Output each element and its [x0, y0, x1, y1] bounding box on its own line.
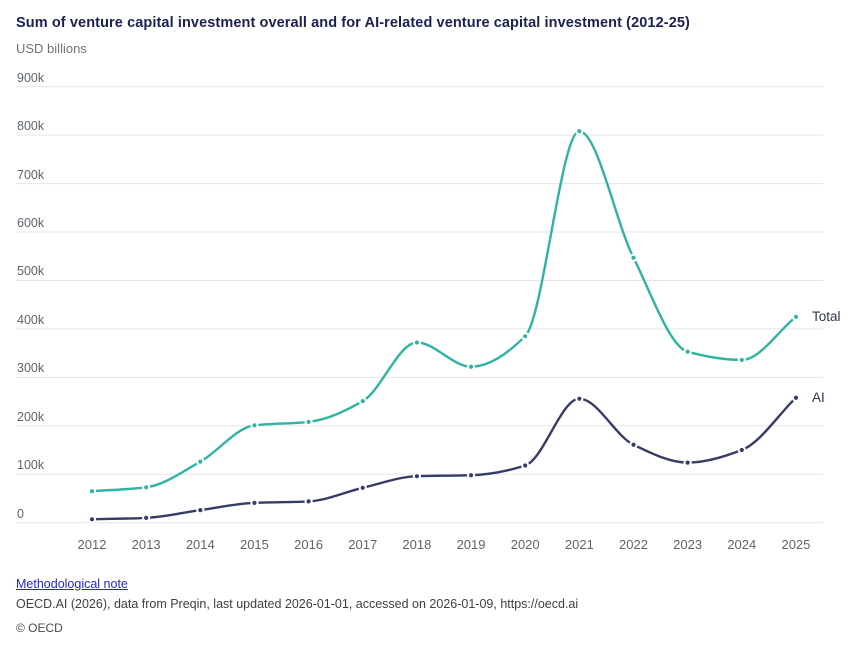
ai-marker-2017	[360, 485, 365, 490]
ai-marker-2012	[89, 517, 95, 522]
total-marker-2016	[306, 419, 311, 425]
ai-marker-2021	[577, 396, 582, 401]
y-tick-200k: 200k	[17, 409, 45, 424]
series-label-total: Total	[812, 309, 841, 325]
ai-marker-2024	[739, 447, 744, 453]
total-marker-2018	[414, 340, 419, 345]
ai-marker-2025	[793, 395, 799, 400]
ai-marker-2018	[414, 474, 419, 479]
series-label-ai: AI	[812, 390, 825, 406]
x-tick-2016: 2016	[294, 537, 324, 552]
ai-line	[90, 396, 798, 521]
total-marker-2024	[739, 357, 744, 363]
y-tick-300k: 300k	[17, 361, 45, 376]
y-tick-400k: 400k	[17, 312, 45, 327]
x-tick-2024: 2024	[727, 537, 757, 552]
ai-marker-2013	[144, 515, 149, 520]
ai-marker-2016	[306, 499, 311, 504]
total-marker-2021	[577, 129, 582, 134]
y-tick-700k: 700k	[17, 167, 45, 182]
chart-subtitle: USD billions	[16, 41, 87, 56]
x-tick-2020: 2020	[510, 537, 540, 552]
ai-marker-2022	[631, 442, 636, 447]
total-marker-2012	[89, 489, 95, 494]
x-tick-2015: 2015	[239, 537, 269, 552]
y-tick-100k: 100k	[17, 458, 45, 473]
y-tick-800k: 800k	[17, 119, 45, 134]
x-tick-2018: 2018	[402, 537, 432, 552]
ai-marker-2019	[468, 473, 474, 478]
total-marker-2017	[360, 399, 365, 404]
total-line	[90, 130, 798, 493]
total-marker-2013	[144, 485, 149, 490]
ai-marker-2023	[685, 460, 690, 465]
ai-marker-2020	[523, 463, 528, 468]
x-tick-2013: 2013	[131, 537, 161, 552]
x-tick-2022: 2022	[619, 537, 648, 552]
methodological-note-link[interactable]: Methodological note	[16, 577, 128, 591]
x-tick-2021: 2021	[564, 537, 594, 552]
y-tick-900k: 900k	[17, 70, 45, 85]
x-tick-2014: 2014	[185, 537, 215, 552]
x-tick-2023: 2023	[673, 537, 703, 552]
ai-marker-2015	[252, 500, 257, 505]
total-marker-2025	[793, 314, 799, 319]
total-marker-2019	[468, 364, 474, 369]
copyright-text: © OECD	[16, 621, 63, 635]
attribution-text: OECD.AI (2026), data from Preqin, last u…	[16, 597, 579, 611]
x-tick-2019: 2019	[456, 537, 486, 552]
total-marker-2020	[523, 334, 528, 339]
y-tick-600k: 600k	[17, 216, 45, 231]
y-tick-500k: 500k	[17, 264, 45, 279]
ai-marker-2014	[198, 508, 203, 513]
total-marker-2014	[198, 459, 203, 464]
total-marker-2022	[631, 255, 636, 260]
chart-title: Sum of venture capital investment overal…	[16, 15, 690, 31]
x-tick-2025: 2025	[781, 537, 811, 552]
x-tick-2017: 2017	[348, 537, 378, 552]
total-marker-2015	[252, 423, 257, 428]
x-tick-2012: 2012	[77, 537, 107, 552]
y-tick-0: 0	[17, 506, 24, 521]
total-marker-2023	[685, 349, 690, 354]
